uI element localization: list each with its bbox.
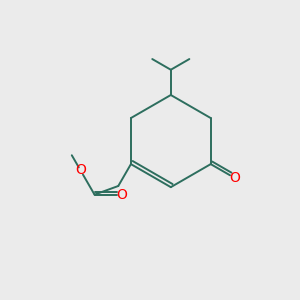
Text: O: O	[75, 163, 86, 177]
Text: O: O	[229, 171, 240, 185]
Text: O: O	[117, 188, 128, 202]
